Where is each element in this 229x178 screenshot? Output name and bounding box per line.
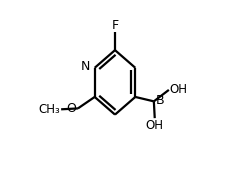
Text: CH₃: CH₃ — [38, 103, 60, 116]
Text: N: N — [81, 60, 90, 73]
Text: B: B — [155, 94, 163, 107]
Text: OH: OH — [145, 119, 163, 132]
Text: O: O — [66, 102, 76, 115]
Text: OH: OH — [169, 83, 187, 96]
Text: F: F — [111, 19, 118, 32]
